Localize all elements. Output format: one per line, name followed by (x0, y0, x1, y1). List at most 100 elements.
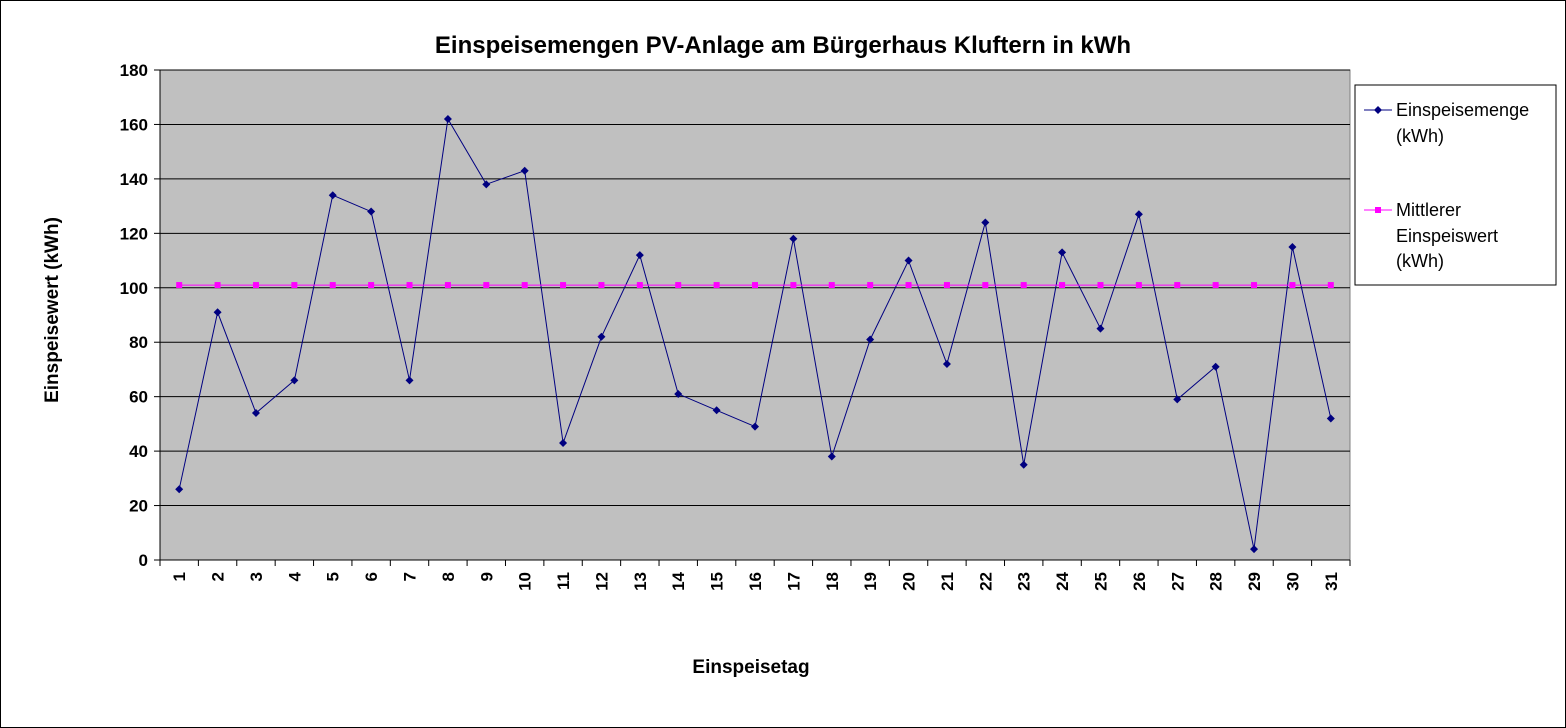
x-tick-label: 30 (1283, 572, 1302, 591)
data-point-square (752, 282, 758, 289)
data-point-square (483, 282, 490, 289)
y-tick-label: 20 (129, 497, 148, 516)
legend-item-einspeisemenge: Einspeisemenge (kWh) (1364, 100, 1529, 146)
x-tick-label: 4 (285, 571, 304, 581)
data-point-diamond (712, 406, 721, 415)
data-point-square (368, 282, 375, 289)
data-point-diamond (175, 485, 184, 494)
x-tick-label: 21 (938, 572, 957, 591)
data-point-square (713, 282, 720, 289)
x-tick-label: 15 (708, 572, 727, 591)
x-tick-label: 3 (247, 572, 266, 581)
x-tick-label: 13 (631, 572, 650, 591)
data-point-square (1251, 282, 1258, 289)
legend-label-einspeisemenge-line2: (kWh) (1396, 126, 1444, 146)
legend-box (1354, 84, 1557, 286)
x-tick-label: 23 (1015, 572, 1034, 591)
legend-label-mittlerer-line2: Einspeiswert (1396, 226, 1498, 246)
data-point-diamond (367, 207, 376, 216)
data-point-diamond (290, 376, 299, 385)
data-point-square (252, 282, 259, 289)
data-point-diamond (1058, 248, 1067, 257)
data-point-diamond (482, 180, 491, 189)
x-tick-label: 12 (592, 572, 611, 591)
x-tick-label: 9 (477, 572, 496, 581)
data-point-square (1059, 282, 1066, 289)
data-point-diamond (1326, 414, 1335, 423)
legend-marker-diamond (1374, 106, 1382, 114)
data-point-square (291, 282, 298, 289)
x-axis-title: Einspeisetag (692, 657, 809, 678)
data-point-square (1174, 282, 1181, 289)
x-tick-label: 25 (1091, 572, 1110, 591)
data-point-diamond (827, 452, 836, 461)
data-point-diamond (1250, 545, 1259, 554)
data-point-square (214, 282, 221, 289)
data-point-square (560, 282, 567, 289)
data-point-diamond (981, 218, 990, 227)
data-point-square (1212, 282, 1219, 289)
data-point-square (1135, 282, 1142, 289)
data-point-diamond (328, 191, 337, 200)
data-point-diamond (405, 376, 414, 385)
y-ticks: 0 20 40 60 80 100 120 140 160 180 (120, 61, 160, 570)
data-point-diamond (866, 335, 875, 344)
data-point-diamond (213, 308, 222, 317)
x-tick-label: 1 (170, 572, 189, 581)
x-tick-label: 29 (1245, 572, 1264, 591)
data-point-square (905, 282, 912, 289)
data-point-diamond (635, 251, 644, 260)
y-tick-label: 120 (120, 224, 148, 243)
x-tick-label: 18 (823, 572, 842, 591)
data-point-diamond (1211, 362, 1220, 371)
data-point-square (1289, 282, 1296, 289)
x-tick-label: 19 (861, 572, 880, 591)
data-point-diamond (597, 332, 606, 341)
x-tick-label: 7 (401, 572, 420, 581)
data-point-diamond (443, 115, 452, 123)
y-tick-label: 100 (120, 279, 148, 298)
legend: Einspeisemenge (kWh) Mittlerer Einspeisw… (1354, 84, 1557, 286)
x-tick-label: 16 (746, 572, 765, 591)
x-tick-label: 5 (324, 572, 343, 581)
y-tick-label: 160 (120, 115, 148, 134)
data-point-diamond (1288, 242, 1297, 251)
x-tick-label: 26 (1130, 572, 1149, 591)
data-point-square (598, 282, 605, 289)
data-point-diamond (674, 389, 683, 398)
y-tick-label: 60 (129, 388, 148, 407)
x-ticks: 1 2 3 4 5 6 7 8 9 10 11 12 13 14 15 16 17 18 19 20 21 22 23 24 2… (159, 560, 1351, 591)
y-tick-label: 80 (129, 333, 148, 352)
data-point-square (943, 282, 950, 289)
y-tick-label: 40 (129, 442, 148, 461)
data-point-square (176, 282, 183, 289)
x-tick-label: 28 (1207, 572, 1226, 591)
x-tick-label: 11 (554, 572, 573, 590)
data-point-square (636, 282, 643, 289)
y-tick-label: 0 (139, 551, 148, 570)
x-tick-label: 8 (439, 572, 458, 581)
x-tick-label: 22 (976, 572, 995, 591)
data-point-square (828, 282, 835, 289)
x-tick-label: 27 (1168, 572, 1187, 591)
data-point-diamond (520, 166, 529, 175)
data-point-diamond (1019, 460, 1028, 469)
data-point-square (1097, 282, 1104, 289)
x-tick-label: 31 (1322, 572, 1341, 591)
data-point-square (444, 282, 451, 289)
gridlines (160, 69, 1350, 507)
data-point-square (1020, 282, 1027, 289)
data-point-diamond (251, 409, 260, 417)
axes (159, 70, 1350, 561)
data-point-square (521, 282, 528, 289)
data-point-diamond (1134, 210, 1143, 219)
x-tick-label: 6 (362, 572, 381, 581)
y-axis-title: Einspeisewert (kWh) (42, 217, 63, 403)
y-tick-label: 140 (120, 170, 148, 189)
y-tick-label: 180 (120, 61, 148, 80)
data-point-square (982, 282, 989, 289)
legend-item-mittlerer: Mittlerer Einspeiswert (kWh) (1364, 200, 1498, 271)
data-point-diamond (789, 234, 798, 243)
data-point-square (1327, 282, 1334, 289)
data-point-square (790, 282, 797, 289)
